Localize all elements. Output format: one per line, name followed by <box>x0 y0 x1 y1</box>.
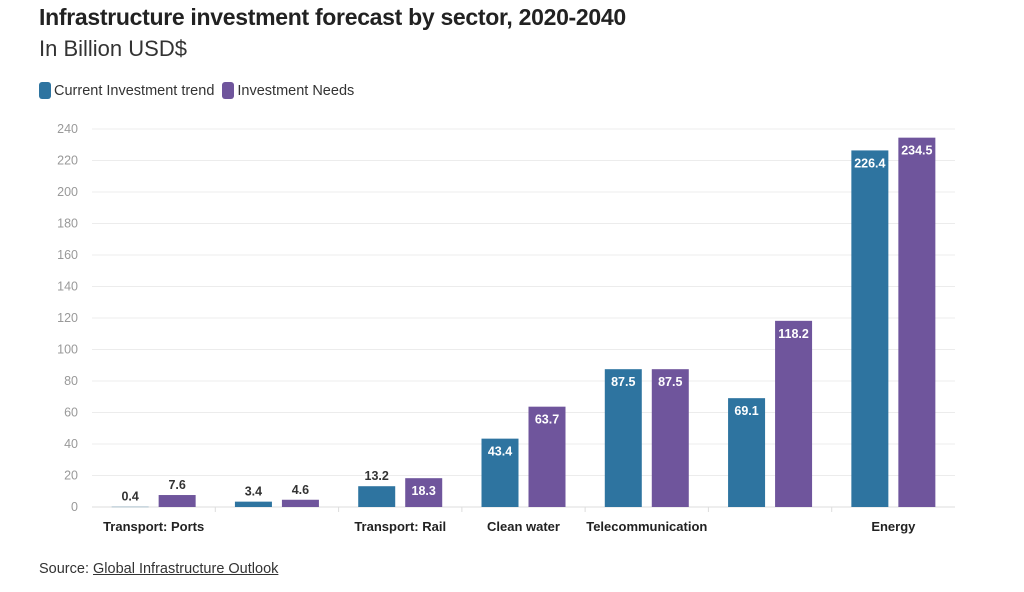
source-link[interactable]: Global Infrastructure Outlook <box>93 561 279 577</box>
bar-needs <box>528 406 566 507</box>
legend-label-current: Current Investment trend <box>54 82 215 99</box>
data-label: 18.3 <box>412 484 436 498</box>
data-label: 87.5 <box>658 375 682 389</box>
bar-needs <box>898 137 936 507</box>
bar-current <box>234 501 272 507</box>
bar-needs <box>405 478 443 507</box>
chart-subtitle: In Billion USD$ <box>39 36 187 61</box>
legend-swatch-current <box>39 82 51 99</box>
data-label: 4.6 <box>292 483 309 497</box>
data-label: 43.4 <box>488 445 512 459</box>
x-tick-label: Telecommunication <box>586 519 707 534</box>
data-label: 0.4 <box>121 489 138 503</box>
y-tick-label: 20 <box>64 469 78 483</box>
data-label: 7.6 <box>168 478 185 492</box>
y-tick-label: 140 <box>57 280 78 294</box>
bar-needs <box>281 499 319 507</box>
bar-current <box>728 398 766 507</box>
x-tick-label: Clean water <box>487 519 560 534</box>
data-label: 63.7 <box>535 413 559 427</box>
y-tick-label: 240 <box>57 122 78 136</box>
y-tick-label: 220 <box>57 154 78 168</box>
bar-current <box>358 486 396 507</box>
chart-title: Infrastructure investment forecast by se… <box>39 4 626 30</box>
y-tick-label: 180 <box>57 217 78 231</box>
bar-current <box>851 150 889 508</box>
data-label: 69.1 <box>734 404 758 418</box>
data-label: 118.2 <box>778 327 809 341</box>
y-tick-label: 160 <box>57 248 78 262</box>
x-tick-label: Transport: Ports <box>103 519 204 534</box>
y-tick-label: 60 <box>64 406 78 420</box>
bar-current <box>111 506 149 508</box>
bar-needs <box>775 320 813 507</box>
data-label: 226.4 <box>854 156 885 170</box>
legend: Current Investment trend Investment Need… <box>39 82 354 99</box>
y-tick-label: 120 <box>57 311 78 325</box>
legend-item-needs[interactable]: Investment Needs <box>222 82 354 99</box>
data-label: 13.2 <box>365 469 389 483</box>
bar-needs <box>651 369 689 507</box>
legend-swatch-needs <box>222 82 235 99</box>
data-label: 87.5 <box>611 375 635 389</box>
x-tick-label: Transport: Rail <box>354 519 446 534</box>
bar-current <box>481 438 519 507</box>
x-tick-label: Energy <box>871 519 916 534</box>
y-tick-label: 0 <box>71 500 78 514</box>
legend-item-current[interactable]: Current Investment trend <box>39 82 214 99</box>
source-note: Source: Global Infrastructure Outlook <box>39 561 278 577</box>
y-tick-label: 200 <box>57 185 78 199</box>
y-tick-label: 80 <box>64 374 78 388</box>
source-label: Source: <box>39 561 89 577</box>
y-tick-label: 40 <box>64 437 78 451</box>
bar-current <box>604 369 642 507</box>
bar-needs <box>158 495 196 507</box>
data-label: 234.5 <box>901 144 932 158</box>
data-label: 3.4 <box>245 485 262 499</box>
y-tick-label: 100 <box>57 343 78 357</box>
legend-label-needs: Investment Needs <box>237 82 355 99</box>
